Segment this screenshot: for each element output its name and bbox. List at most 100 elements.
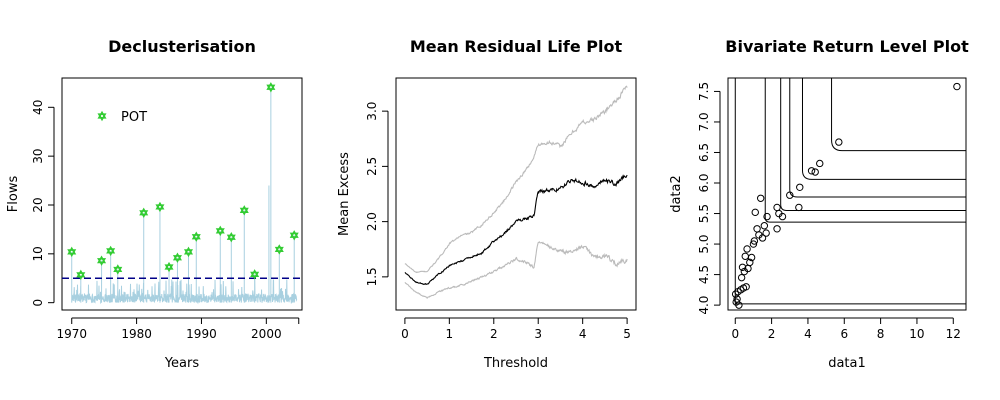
- declusterisation-y-tick-label: 30: [31, 149, 45, 164]
- plot-frame-mrl: [395, 77, 637, 311]
- bivariate-point: [953, 82, 961, 91]
- x-axis-label-years: Years: [164, 356, 200, 371]
- bivariate-y-tick-label: 6.0: [697, 173, 711, 192]
- pot-point: [274, 246, 284, 255]
- bivariate-point: [796, 183, 804, 191]
- bivariate-point: [816, 159, 824, 168]
- bivariate-point: [743, 245, 751, 253]
- bivariate-y-tick-label: 7.0: [697, 112, 711, 131]
- declusterisation-x-tick-label: 1990: [186, 327, 217, 341]
- mrl-x-tick-label: 4: [579, 327, 587, 341]
- declusterisation-x-tick-label: 2000: [251, 327, 282, 341]
- x-axis-declusterisation: 1970 1980 1990 2000: [56, 317, 300, 341]
- bivariate-point: [757, 194, 765, 202]
- pot-point: [183, 246, 194, 255]
- y-axis-bivariate: 4.0 4.5 5.0 5.5 6.0 6.5 7.0 7.5: [697, 82, 721, 315]
- chart-title-bivariate: Bivariate Return Level Plot: [725, 37, 969, 56]
- bivariate-point: [749, 240, 758, 248]
- y-axis-label-data2: data2: [669, 175, 684, 213]
- bivariate-x-tick-label: 12: [946, 327, 961, 341]
- mrl-y-tick-label: 2.5: [365, 157, 379, 176]
- legend-pot-symbol: [97, 110, 107, 119]
- bivariate-point: [738, 263, 747, 271]
- bivariate-y-tick-label: 7.5: [697, 82, 711, 101]
- bivariate-point: [778, 212, 787, 221]
- pot-point: [97, 255, 107, 264]
- mrl-x-tick-label: 5: [623, 327, 631, 341]
- return-level-curve: [734, 78, 966, 305]
- pot-point: [164, 264, 174, 273]
- bivariate-y-tick-label: 4.5: [697, 265, 711, 284]
- bivariate-y-tick-label: 5.0: [697, 235, 711, 254]
- mrl-x-tick-label: 2: [490, 327, 498, 341]
- pot-point: [164, 261, 174, 270]
- bivariate-points: [731, 82, 961, 309]
- return-level-curve: [789, 78, 966, 198]
- pot-point: [191, 231, 201, 240]
- x-axis-label-data1: data1: [828, 356, 866, 371]
- pot-point: [106, 248, 116, 257]
- bivariate-point: [731, 290, 740, 298]
- bivariate-point: [741, 252, 749, 260]
- pot-point: [250, 271, 260, 280]
- pot-point: [113, 266, 123, 275]
- bivariate-y-tick-label: 6.5: [697, 143, 711, 162]
- pot-point: [226, 234, 236, 243]
- bivariate-point: [747, 253, 756, 262]
- pot-point: [106, 245, 116, 254]
- legend-pot: POT: [97, 110, 147, 125]
- bivariate-point: [773, 203, 781, 212]
- pot-point: [226, 232, 236, 240]
- pot-point: [139, 210, 149, 218]
- declusterisation-x-tick-label: 1970: [56, 327, 87, 341]
- bivariate-point: [758, 234, 767, 242]
- mrl-lines: [404, 85, 628, 300]
- bivariate-x-tick-label: 6: [840, 327, 848, 341]
- bivariate-point: [835, 138, 843, 146]
- pot-point: [139, 207, 149, 216]
- pot-point: [289, 232, 299, 241]
- pot-point: [274, 244, 284, 253]
- bivariate-x-tick-label: 2: [768, 327, 776, 341]
- flow-series: [71, 87, 298, 305]
- return-level-curve: [831, 78, 966, 152]
- return-level-curves: [734, 78, 966, 305]
- pot-point: [183, 249, 194, 258]
- pot-point: [191, 234, 201, 242]
- x-axis-mrl: 0 1 2 3 4 5: [401, 317, 631, 341]
- plot-frame-bivariate: [727, 77, 967, 311]
- mrl-x-tick-label: 3: [534, 327, 542, 341]
- mrl-y-tick-label: 1.5: [365, 267, 379, 286]
- pot-point: [172, 252, 182, 261]
- pot-point: [113, 264, 123, 273]
- y-axis-label-mean-excess: Mean Excess: [337, 152, 352, 236]
- mrl-y-tick-label: 3.0: [365, 102, 379, 121]
- declusterisation-y-tick-label: 20: [31, 197, 45, 212]
- pot-point: [155, 204, 165, 213]
- x-axis-label-threshold: Threshold: [483, 356, 548, 371]
- panel-bivariate-return-level: Bivariate Return Level Plot 0 2 4 6 8 10 12 4.…: [669, 37, 969, 371]
- legend-pot-marker: [97, 110, 107, 122]
- bivariate-point: [811, 168, 819, 176]
- chart-title-declusterisation: Declusterisation: [108, 37, 256, 56]
- pot-points: [67, 82, 299, 281]
- bivariate-point: [746, 258, 754, 267]
- bivariate-x-tick-label: 8: [877, 327, 885, 341]
- plot-frame-declusterisation: [61, 77, 303, 311]
- legend-pot-symbol: [97, 113, 107, 122]
- pot-point: [239, 207, 249, 216]
- mrl-y-tick-label: 2.0: [365, 212, 379, 231]
- bivariate-point: [762, 229, 770, 237]
- pot-point: [172, 255, 182, 263]
- pot-point: [76, 269, 86, 278]
- bivariate-point: [742, 283, 750, 291]
- bivariate-point: [807, 167, 816, 175]
- pot-point: [289, 230, 299, 238]
- pot-point: [239, 205, 249, 213]
- bivariate-point: [750, 237, 759, 245]
- bivariate-x-tick-label: 10: [909, 327, 924, 341]
- pot-point: [215, 228, 225, 237]
- bivariate-point: [751, 208, 759, 217]
- bivariate-point: [763, 212, 771, 221]
- x-axis-bivariate: 0 2 4 6 8 10 12: [731, 317, 961, 341]
